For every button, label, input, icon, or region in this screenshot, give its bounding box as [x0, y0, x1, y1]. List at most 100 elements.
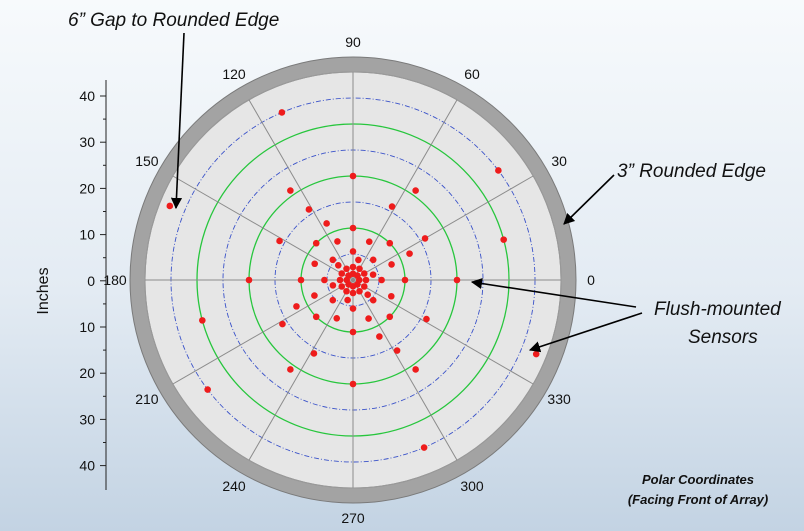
- sensor-point: [166, 202, 174, 210]
- sensor-point: [336, 276, 344, 284]
- sensor-point: [343, 287, 350, 295]
- arrow-sensor-2: [528, 312, 643, 353]
- caption-line-2: (Facing Front of Array): [628, 492, 768, 507]
- sensor-points: [166, 109, 540, 451]
- sensor-point: [338, 283, 346, 290]
- sensor-point: [349, 328, 357, 336]
- sensor-point: [349, 224, 357, 232]
- sensor-point: [420, 444, 428, 451]
- sensor-point: [393, 347, 401, 354]
- sensor-point: [365, 238, 373, 246]
- sensor-point: [276, 237, 283, 245]
- grid-spoke: [352, 99, 458, 281]
- sensor-point: [532, 350, 540, 358]
- grid-spoke: [172, 279, 354, 385]
- angle-label: 330: [547, 391, 571, 407]
- sensor-point: [453, 276, 461, 284]
- sensor-point: [355, 256, 362, 264]
- sensor-point: [311, 292, 318, 299]
- sensor-point: [401, 276, 409, 284]
- sensor-point: [356, 265, 363, 273]
- sensor-point: [356, 287, 363, 295]
- sensor-point: [349, 248, 357, 255]
- sensor-point: [344, 296, 351, 304]
- y-tick-label: 20: [79, 180, 95, 196]
- angle-tick-labels: 0 30 60 90 120 150 180 210 240 270 300 330: [103, 34, 595, 526]
- y-axis-ticks: 40 30 20 10 0 10 20 30 40: [79, 88, 106, 474]
- y-tick-label: 40: [79, 88, 95, 104]
- caption-line-1: Polar Coordinates: [642, 472, 754, 487]
- grid-spoke: [248, 99, 354, 281]
- sensor-point: [199, 317, 206, 324]
- sensor-point: [334, 238, 341, 245]
- sensor-point: [387, 292, 395, 300]
- angle-label: 240: [222, 478, 246, 494]
- sensor-point: [305, 206, 313, 213]
- angle-label: 270: [341, 510, 365, 526]
- sensor-point: [329, 296, 337, 304]
- sensor-point: [354, 281, 361, 288]
- grid-spoke: [352, 279, 534, 385]
- annotation-rounded-edge: 3” Rounded Edge: [617, 161, 766, 182]
- grid-spoke: [352, 279, 458, 461]
- grid-spoke: [172, 175, 354, 281]
- annotation-sensors: Sensors: [688, 327, 758, 348]
- sensor-point: [312, 313, 320, 321]
- sensor-point: [388, 261, 395, 268]
- sensor-point: [334, 261, 342, 269]
- angle-label: 150: [135, 153, 159, 169]
- annotation-flush-mounted: Flush-mounted: [654, 299, 782, 320]
- angle-label: 30: [551, 153, 567, 169]
- y-tick-label: 10: [79, 319, 95, 335]
- sensor-point: [293, 303, 300, 310]
- sensor-point: [279, 320, 286, 328]
- angle-label: 0: [587, 272, 595, 288]
- sensor-point: [386, 239, 394, 247]
- sensor-point: [360, 283, 368, 290]
- sensor-point: [495, 167, 502, 174]
- sensor-point: [388, 203, 396, 210]
- sensor-point: [500, 236, 507, 243]
- sensor-point: [338, 270, 346, 277]
- sensor-point: [360, 270, 368, 277]
- sensor-point: [245, 276, 253, 284]
- sensor-point: [421, 235, 429, 242]
- sensor-point: [349, 305, 357, 312]
- sensor-point: [287, 187, 294, 194]
- sensor-point: [423, 315, 430, 323]
- sensor-point: [378, 276, 385, 284]
- arrow-sensor-1: [470, 277, 637, 308]
- sensor-point: [312, 239, 320, 247]
- sensor-point: [311, 260, 319, 268]
- y-tick-label: 0: [87, 273, 95, 289]
- y-tick-label: 30: [79, 411, 95, 427]
- sensor-point: [297, 276, 305, 284]
- grid-spoke: [352, 175, 534, 281]
- sensor-point: [349, 172, 357, 180]
- arrow-rounded-edge: [563, 174, 615, 225]
- grid-spoke: [248, 279, 354, 461]
- sensor-point: [321, 276, 328, 284]
- sensor-point: [323, 220, 330, 227]
- angle-label: 300: [460, 478, 484, 494]
- sensor-point: [329, 282, 337, 289]
- y-tick-label: 10: [79, 227, 95, 243]
- angle-label: 90: [345, 34, 361, 50]
- sensor-point: [376, 333, 383, 340]
- sensor-point: [349, 289, 357, 297]
- y-tick-label: 30: [79, 134, 95, 150]
- sensor-point: [362, 276, 370, 284]
- y-axis-label: Inches: [35, 267, 52, 314]
- y-tick-label: 20: [79, 365, 95, 381]
- sensor-point: [365, 315, 372, 322]
- angle-label: 180: [103, 272, 127, 288]
- sensor-point: [329, 256, 337, 264]
- sensor-point: [204, 386, 211, 393]
- sensor-point: [369, 256, 377, 264]
- sensor-point: [412, 366, 419, 373]
- sensor-point: [369, 271, 377, 278]
- sensor-point: [349, 380, 357, 388]
- sensor-point: [369, 296, 377, 304]
